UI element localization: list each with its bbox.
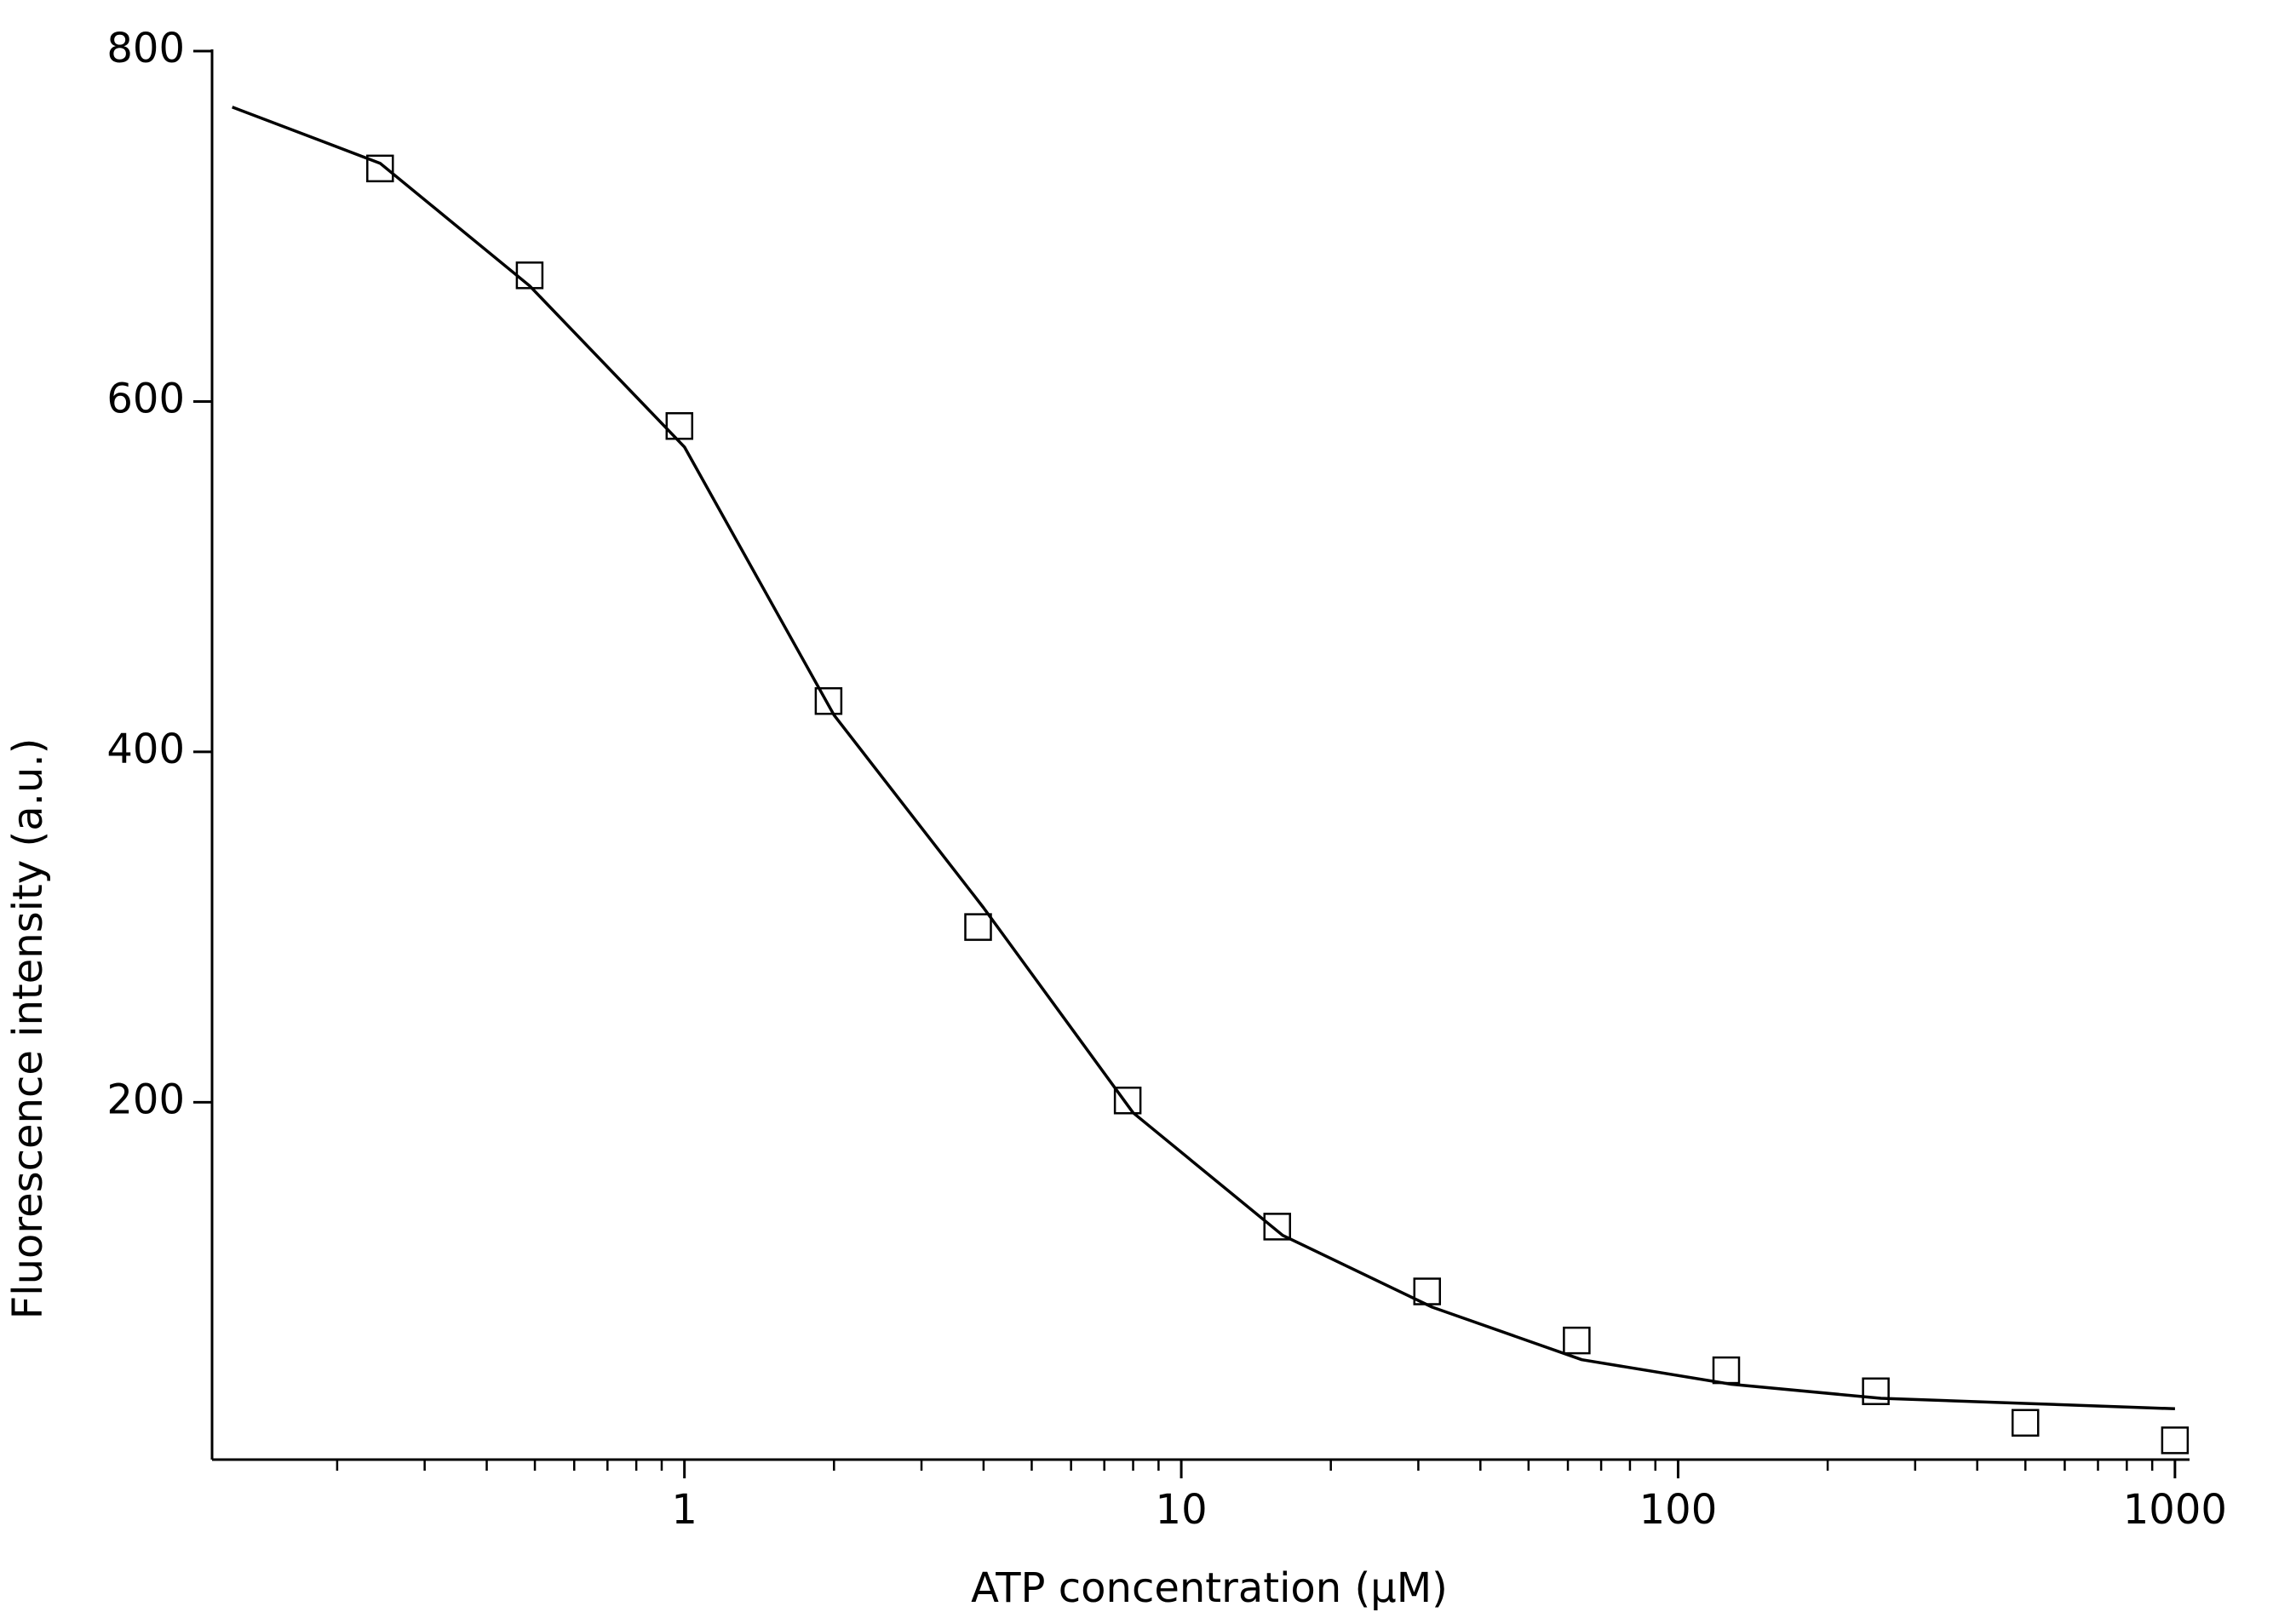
fit-curve — [232, 106, 2175, 1411]
x-tick-label: 1 — [671, 1486, 697, 1534]
data-point — [2011, 1409, 2040, 1437]
data-point — [366, 154, 394, 183]
data-point — [2161, 1426, 2190, 1454]
data-point — [665, 411, 694, 440]
data-point — [1712, 1356, 1741, 1385]
data-point — [1263, 1213, 1291, 1241]
data-point — [1563, 1326, 1591, 1355]
data-point — [964, 913, 992, 941]
x-tick-label: 10 — [1156, 1486, 1208, 1534]
y-axis-label: Fluorescence intensity (a.u.) — [4, 738, 52, 1320]
x-tick-label: 100 — [1639, 1486, 1718, 1534]
y-tick-label: 200 — [106, 1076, 185, 1123]
y-tick-label: 600 — [106, 375, 185, 422]
data-point — [1113, 1087, 1142, 1115]
x-tick-label: 1000 — [2123, 1486, 2227, 1534]
data-point — [814, 686, 843, 715]
data-point — [1862, 1377, 1890, 1406]
y-tick-label: 400 — [106, 726, 185, 773]
y-tick-label: 800 — [106, 25, 185, 72]
x-axis-label: ATP concentration (µM) — [971, 1564, 1448, 1612]
